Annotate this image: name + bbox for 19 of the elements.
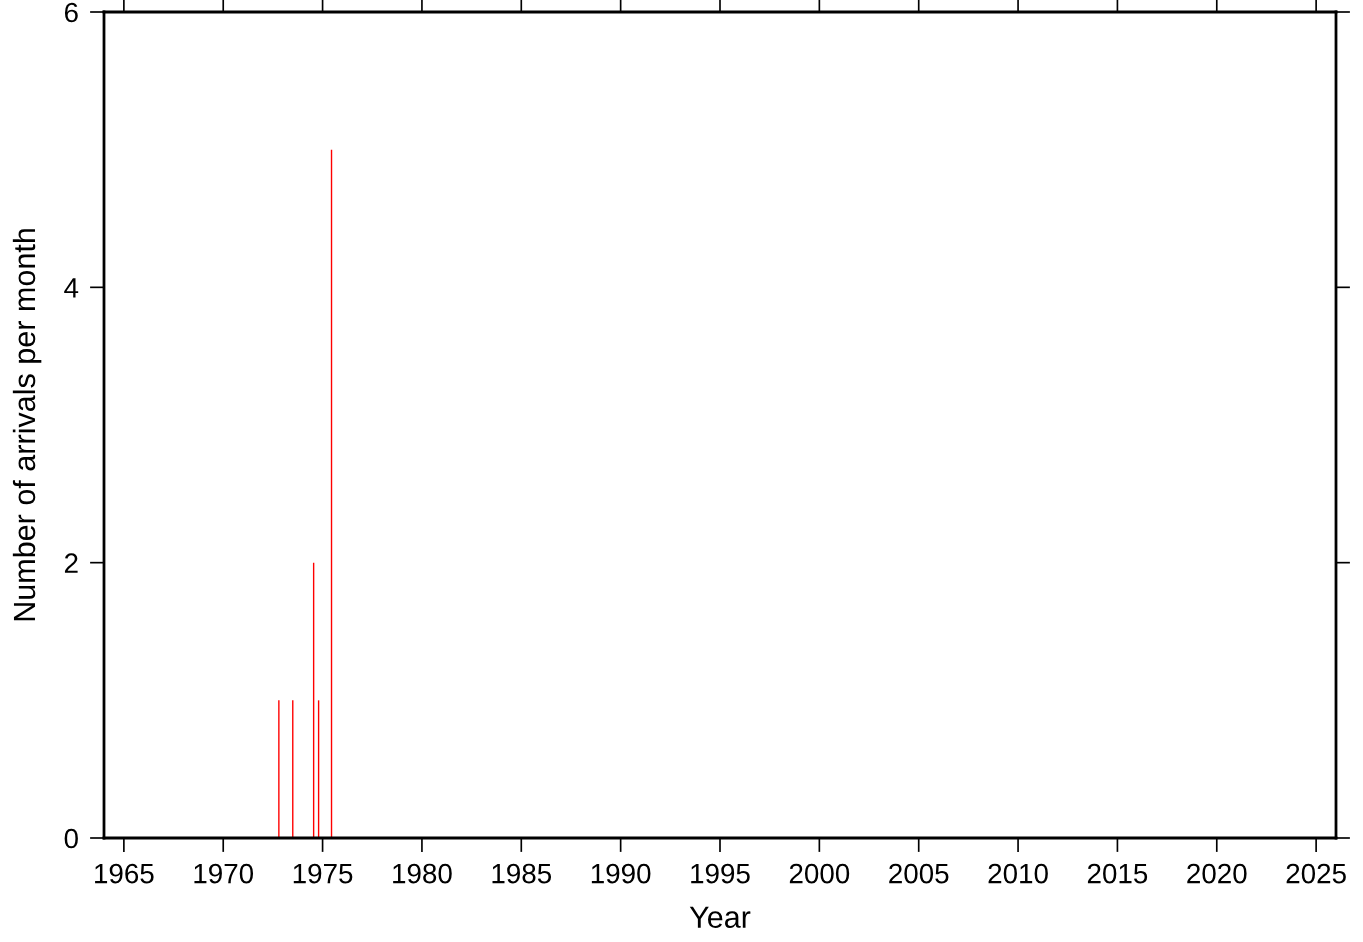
x-tick-label: 1980 [393,863,452,884]
x-tick-label: 2025 [1286,863,1346,884]
y-tick-label: 2 [64,553,78,573]
x-tick-label: 1985 [492,863,552,884]
x-tick-label: 2010 [988,863,1048,884]
x-tick-label: 2020 [1187,863,1247,884]
x-tick-label: 1970 [194,863,254,884]
y-tick-label: 6 [64,2,78,23]
y-axis-title: Number of arrivals per month [12,229,42,621]
x-tick-label: 2000 [789,863,850,884]
x-tick-label: 2005 [889,863,949,884]
x-tick-label: 1975 [293,863,353,884]
x-tick-label: 1965 [95,863,154,884]
x-tick-label: 1990 [591,863,651,884]
y-tick-label: 0 [64,828,78,849]
x-axis-title: Year [689,906,751,928]
x-tick-label: 2015 [1087,863,1148,884]
y-tick-label: 4 [64,278,79,298]
x-tick-label: 1995 [691,863,750,884]
